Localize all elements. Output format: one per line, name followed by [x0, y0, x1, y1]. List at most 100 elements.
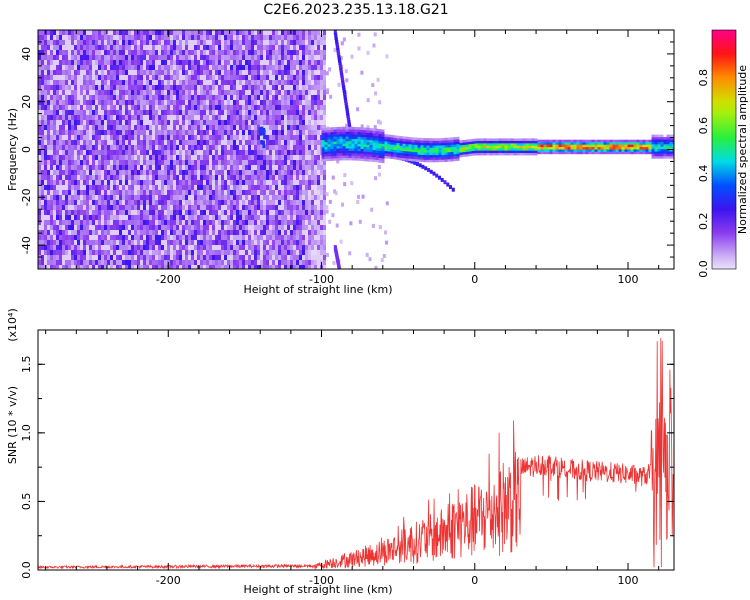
noise-cell	[323, 160, 326, 165]
noise-cell	[164, 135, 167, 140]
noise-cell	[251, 210, 254, 215]
noise-cell	[293, 95, 296, 100]
noise-cell	[251, 175, 254, 180]
noise-cell	[155, 155, 158, 160]
noise-cell	[317, 180, 320, 185]
noise-cell	[131, 65, 134, 70]
noise-cell	[107, 245, 110, 250]
noise-cell	[203, 245, 206, 250]
noise-cell	[158, 190, 161, 195]
noise-cell	[179, 225, 182, 230]
noise-cell	[230, 260, 233, 265]
noise-cell	[221, 60, 224, 65]
noise-cell	[125, 40, 128, 45]
noise-cell	[290, 75, 293, 80]
noise-cell	[149, 135, 152, 140]
noise-cell	[155, 255, 158, 260]
noise-cell	[284, 200, 287, 205]
noise-cell	[263, 180, 266, 185]
noise-cell	[206, 215, 209, 220]
noise-cell	[95, 120, 98, 125]
noise-cell	[281, 140, 284, 145]
noise-cell	[227, 200, 230, 205]
noise-cell	[221, 70, 224, 75]
noise-cell	[236, 50, 239, 55]
noise-cell	[164, 195, 167, 200]
noise-cell	[230, 50, 233, 55]
noise-cell	[278, 200, 281, 205]
noise-cell	[59, 140, 62, 145]
noise-cell	[110, 215, 113, 220]
noise-cell	[203, 100, 206, 105]
noise-cell	[257, 235, 260, 240]
noise-cell	[272, 135, 275, 140]
noise-cell	[74, 55, 77, 60]
noise-cell	[98, 90, 101, 95]
noise-cell	[68, 100, 71, 105]
noise-cell	[278, 60, 281, 65]
noise-cell	[164, 155, 167, 160]
noise-cell	[74, 100, 77, 105]
noise-cell	[254, 75, 257, 80]
noise-cell	[224, 205, 227, 210]
noise-cell	[317, 90, 320, 95]
noise-cell	[137, 85, 140, 90]
noise-cell	[83, 235, 86, 240]
noise-cell	[251, 135, 254, 140]
noise-cell	[158, 200, 161, 205]
noise-cell	[188, 255, 191, 260]
noise-cell	[56, 90, 59, 95]
noise-cell	[83, 160, 86, 165]
noise-cell	[86, 170, 89, 175]
noise-cell	[251, 245, 254, 250]
noise-cell	[86, 155, 89, 160]
noise-cell	[68, 110, 71, 115]
noise-cell	[293, 30, 296, 35]
noise-cell	[221, 65, 224, 70]
noise-cell	[233, 85, 236, 90]
noise-cell	[206, 230, 209, 235]
noise-cell	[92, 185, 95, 190]
noise-cell	[80, 195, 83, 200]
tone-cell	[351, 138, 355, 142]
noise-cell	[302, 55, 305, 60]
noise-cell	[203, 180, 206, 185]
noise-cell	[125, 175, 128, 180]
noise-cell	[50, 265, 53, 269]
noise-cell	[275, 55, 278, 60]
noise-cell	[161, 95, 164, 100]
noise-cell	[68, 215, 71, 220]
noise-cell	[56, 165, 59, 170]
noise-cell	[167, 195, 170, 200]
noise-cell	[287, 200, 290, 205]
noise-cell	[128, 265, 131, 269]
noise-cell	[62, 245, 65, 250]
noise-cell	[167, 135, 170, 140]
noise-cell	[209, 165, 212, 170]
noise-cell	[41, 125, 44, 130]
noise-cell	[311, 165, 314, 170]
noise-cell	[263, 255, 266, 260]
noise-cell	[290, 105, 293, 110]
noise-cell	[56, 255, 59, 260]
noise-cell	[125, 110, 128, 115]
noise-cell	[137, 80, 140, 85]
noise-cell	[185, 65, 188, 70]
noise-cell	[218, 70, 221, 75]
noise-cell	[173, 125, 176, 130]
noise-cell	[119, 65, 122, 70]
noise-cell	[305, 50, 308, 55]
noise-cell	[206, 70, 209, 75]
noise-cell	[152, 235, 155, 240]
noise-cell	[212, 80, 215, 85]
noise-cell	[59, 195, 62, 200]
noise-cell	[248, 65, 251, 70]
noise-cell	[287, 215, 290, 220]
noise-cell	[92, 155, 95, 160]
noise-cell	[38, 265, 41, 269]
noise-cell	[191, 190, 194, 195]
noise-cell	[38, 225, 41, 230]
noise-cell	[167, 80, 170, 85]
noise-cell	[185, 185, 188, 190]
noise-cell	[95, 30, 98, 35]
